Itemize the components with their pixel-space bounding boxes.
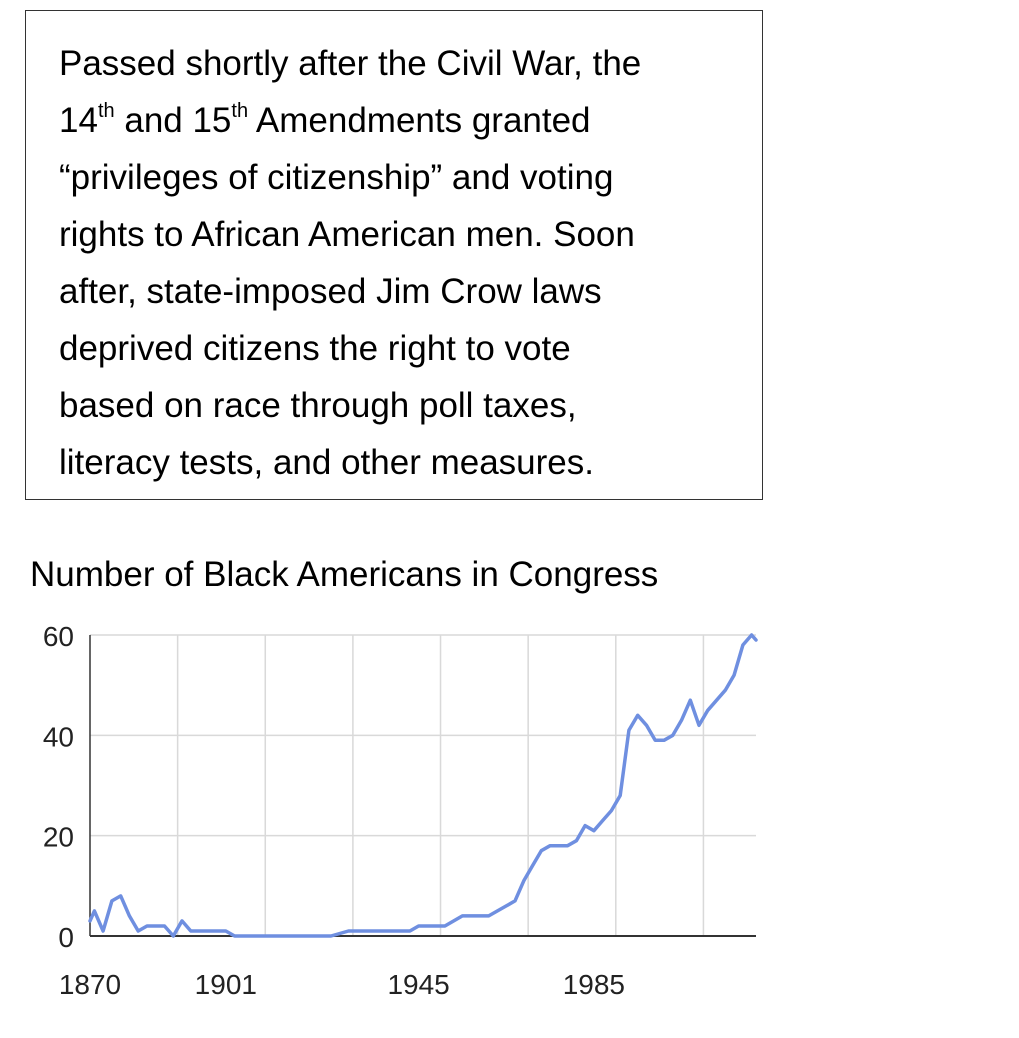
text-line-6: deprived citizens the right to vote [59, 329, 571, 368]
x-tick-label: 1945 [387, 969, 449, 1000]
text-line-8: literacy tests, and other measures. [59, 443, 594, 482]
y-tick-label: 60 [43, 621, 74, 652]
superscript-th-1: th [97, 100, 115, 123]
line-chart: 0 20 40 60 1870 1901 1945 1985 [43, 621, 758, 1000]
x-tick-labels: 1870 1901 1945 1985 [59, 969, 625, 1000]
text-line-2-start: 14 [59, 101, 98, 140]
x-tick-label: 1985 [563, 969, 625, 1000]
superscript-th-2: th [231, 100, 249, 123]
y-tick-label: 20 [43, 822, 74, 853]
chart-title: Number of Black Americans in Congress [30, 555, 659, 594]
text-line-3: “privileges of citizenship” and voting [59, 158, 614, 197]
text-line-7: based on race through poll taxes, [59, 386, 577, 425]
text-line-1: Passed shortly after the Civil War, the [59, 44, 642, 83]
chart-grid [90, 634, 756, 936]
text-line-4: rights to African American men. Soon [59, 215, 635, 254]
chart-axes [89, 635, 756, 937]
text-line-5: after, state-imposed Jim Crow laws [59, 272, 602, 311]
y-tick-label: 0 [58, 922, 74, 953]
series-line [88, 633, 758, 938]
info-text-box: Passed shortly after the Civil War, the … [25, 10, 763, 500]
text-line-2: 14th and 15th Amendments granted [59, 92, 742, 149]
y-tick-labels: 0 20 40 60 [43, 621, 74, 953]
y-tick-label: 40 [43, 721, 74, 752]
x-tick-label: 1870 [59, 969, 121, 1000]
x-tick-label: 1901 [195, 969, 257, 1000]
text-line-2-middle: and 15 [114, 101, 232, 140]
text-line-2-end: Amendments granted [248, 101, 591, 140]
